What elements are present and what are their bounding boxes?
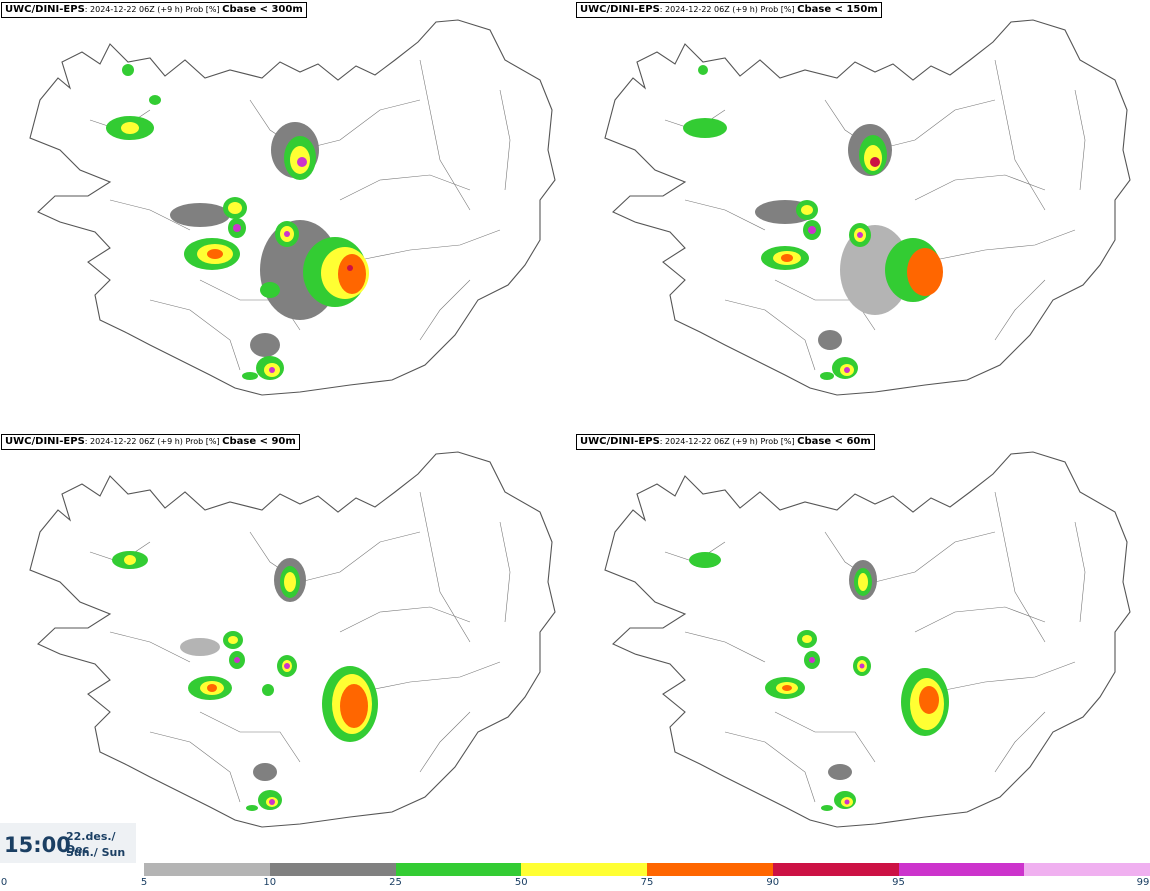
colorbar-tick-label: 95 bbox=[892, 877, 905, 888]
panel-title: UWC/DINI-EPS: 2024-12-22 06Z (+9 h) Prob… bbox=[1, 2, 307, 18]
colorbar-tick-label: 50 bbox=[514, 877, 528, 888]
run-info: 2024-12-22 06Z (+9 h) Prob [%] bbox=[665, 437, 795, 446]
valid-time-box: 15:00 22.des./ Dec Sun./ Sun bbox=[0, 823, 136, 863]
colorbar-segment bbox=[521, 863, 648, 876]
colorbar-tick-label: 5 bbox=[140, 877, 148, 888]
probability-colorbar bbox=[144, 863, 1150, 876]
colorbar-segment bbox=[395, 863, 522, 876]
panel-title: UWC/DINI-EPS: 2024-12-22 06Z (+9 h) Prob… bbox=[576, 434, 875, 450]
colorbar-segment bbox=[647, 863, 774, 876]
colorbar-tick-label: 99 bbox=[1136, 877, 1150, 888]
colorbar-tick-label: 75 bbox=[640, 877, 654, 888]
probability-blobs bbox=[112, 551, 378, 811]
colorbar-tick-label: 0 bbox=[0, 877, 8, 888]
map-panel-cbase-60: UWC/DINI-EPS: 2024-12-22 06Z (+9 h) Prob… bbox=[575, 432, 1150, 864]
map-panel-cbase-90: UWC/DINI-EPS: 2024-12-22 06Z (+9 h) Prob… bbox=[0, 432, 575, 864]
variable-label: Cbase < 300m bbox=[222, 4, 303, 15]
colorbar-segment bbox=[144, 863, 271, 876]
probability-blobs bbox=[689, 552, 949, 811]
iceland-map bbox=[604, 451, 1131, 828]
run-info: 2024-12-22 06Z (+9 h) Prob [%] bbox=[90, 5, 220, 14]
iceland-map bbox=[29, 19, 556, 396]
iceland-map bbox=[29, 451, 556, 828]
model-name: UWC/DINI-EPS bbox=[580, 4, 660, 15]
colorbar-segment bbox=[1024, 863, 1150, 876]
probability-blobs bbox=[106, 64, 369, 380]
valid-time: 15:00 bbox=[4, 833, 71, 857]
panel-title: UWC/DINI-EPS: 2024-12-22 06Z (+9 h) Prob… bbox=[1, 434, 300, 450]
map-panel-cbase-150: UWC/DINI-EPS: 2024-12-22 06Z (+9 h) Prob… bbox=[575, 0, 1150, 432]
valid-weekday: Sun./ Sun bbox=[66, 846, 126, 859]
run-info: 2024-12-22 06Z (+9 h) Prob [%] bbox=[665, 5, 795, 14]
run-info: 2024-12-22 06Z (+9 h) Prob [%] bbox=[90, 437, 220, 446]
variable-label: Cbase < 150m bbox=[797, 4, 878, 15]
map-panel-cbase-300: UWC/DINI-EPS: 2024-12-22 06Z (+9 h) Prob… bbox=[0, 0, 575, 432]
panel-title: UWC/DINI-EPS: 2024-12-22 06Z (+9 h) Prob… bbox=[576, 2, 882, 18]
valid-date: 22.des./ Dec bbox=[66, 830, 116, 856]
model-name: UWC/DINI-EPS bbox=[580, 436, 660, 447]
colorbar-segment bbox=[898, 863, 1025, 876]
iceland-map bbox=[604, 19, 1131, 396]
colorbar-tick-label: 10 bbox=[263, 877, 277, 888]
colorbar-segment bbox=[772, 863, 899, 876]
variable-label: Cbase < 90m bbox=[222, 436, 296, 447]
variable-label: Cbase < 60m bbox=[797, 436, 871, 447]
colorbar-segment bbox=[269, 863, 396, 876]
colorbar-tick-label: 90 bbox=[766, 877, 780, 888]
colorbar-tick-label: 25 bbox=[389, 877, 402, 888]
model-name: UWC/DINI-EPS bbox=[5, 436, 85, 447]
probability-blobs bbox=[683, 65, 943, 380]
model-name: UWC/DINI-EPS bbox=[5, 4, 85, 15]
